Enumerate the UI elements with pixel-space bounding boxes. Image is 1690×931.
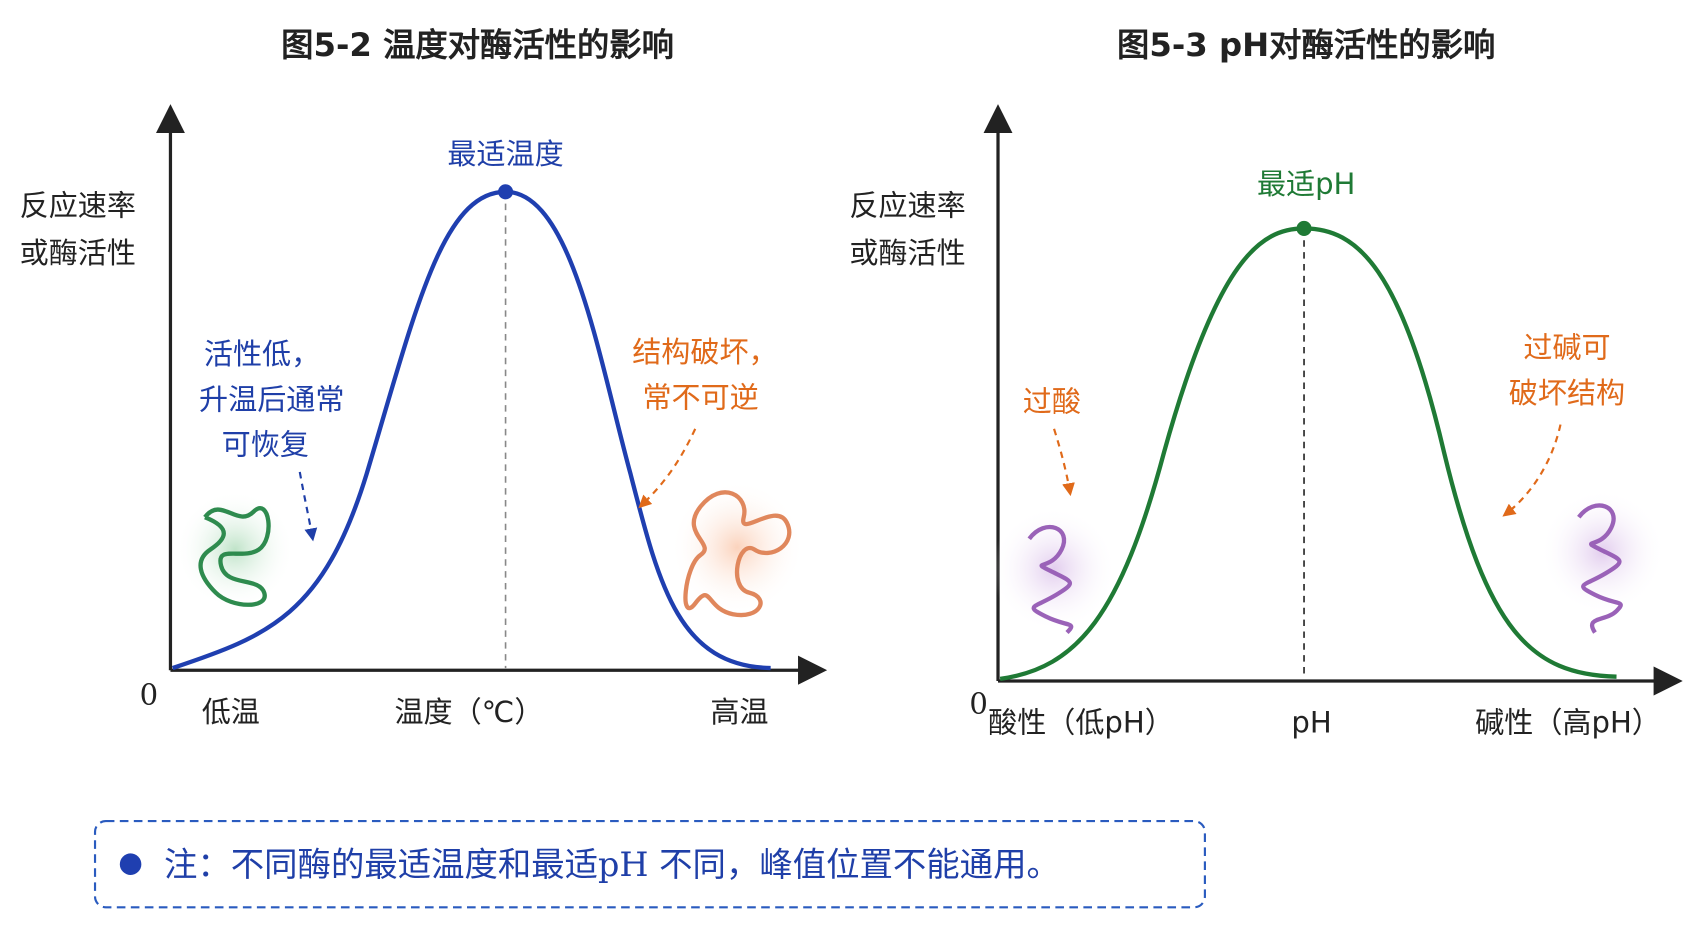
x-label: 低温 — [202, 695, 260, 729]
arrow — [638, 428, 697, 509]
protein-glow — [991, 506, 1117, 632]
panel-title: 图5-3 pH对酶活性的影响 — [1117, 26, 1495, 64]
protein-acid — [1027, 525, 1074, 635]
panel-ph: 图5-3 pH对酶活性的影响 反应速率 或酶活性 0 酸性（低pH） pH 碱性… — [849, 26, 1683, 740]
protein-glow — [175, 490, 295, 609]
y-label: 或酶活性 — [849, 236, 965, 270]
x-label: 碱性（高pH） — [1475, 706, 1661, 740]
note-text: 过碱可 — [1523, 331, 1610, 365]
peak-point — [1296, 220, 1312, 236]
x-label: 高温 — [710, 695, 768, 729]
origin-label: 0 — [969, 686, 988, 720]
x-label: pH — [1291, 706, 1331, 740]
protein-glow — [670, 480, 805, 615]
arrow — [1053, 428, 1075, 497]
peak-label: 最适温度 — [447, 137, 563, 171]
note-text: 破坏结构 — [1509, 376, 1625, 410]
peak-label: 最适pH — [1257, 167, 1355, 201]
x-label: 温度（℃） — [394, 695, 543, 729]
note: 注：不同酶的最适温度和最适pH 不同，峰值位置不能通用。 — [164, 845, 1060, 884]
panel-title: 图5-2 温度对酶活性的影响 — [281, 26, 674, 64]
arrow — [298, 471, 318, 542]
note-text: 可恢复 — [222, 428, 309, 462]
bullet — [119, 853, 142, 875]
y-label: 或酶活性 — [20, 236, 136, 270]
peak-point — [498, 184, 514, 200]
panel-temperature: 图5-2 温度对酶活性的影响 反应速率 或酶活性 0 低温 温度（℃） 高温 最… — [20, 26, 828, 729]
note-text: 结构破坏， — [632, 335, 777, 369]
note-text: 过酸 — [1023, 385, 1081, 419]
protein-folded — [198, 506, 271, 607]
arrow — [1502, 424, 1562, 517]
note-box — [93, 820, 1206, 909]
note-text: 常不可逆 — [642, 380, 758, 414]
y-label: 反应速率 — [849, 189, 965, 223]
protein-base — [1577, 503, 1623, 634]
note-text: 活性低， — [204, 337, 320, 371]
origin-label: 0 — [140, 678, 159, 712]
note-text: 升温后通常 — [199, 382, 344, 416]
y-label: 反应速率 — [20, 189, 136, 223]
x-label: 酸性（低pH） — [988, 706, 1174, 740]
protein-unfolded — [683, 490, 792, 618]
